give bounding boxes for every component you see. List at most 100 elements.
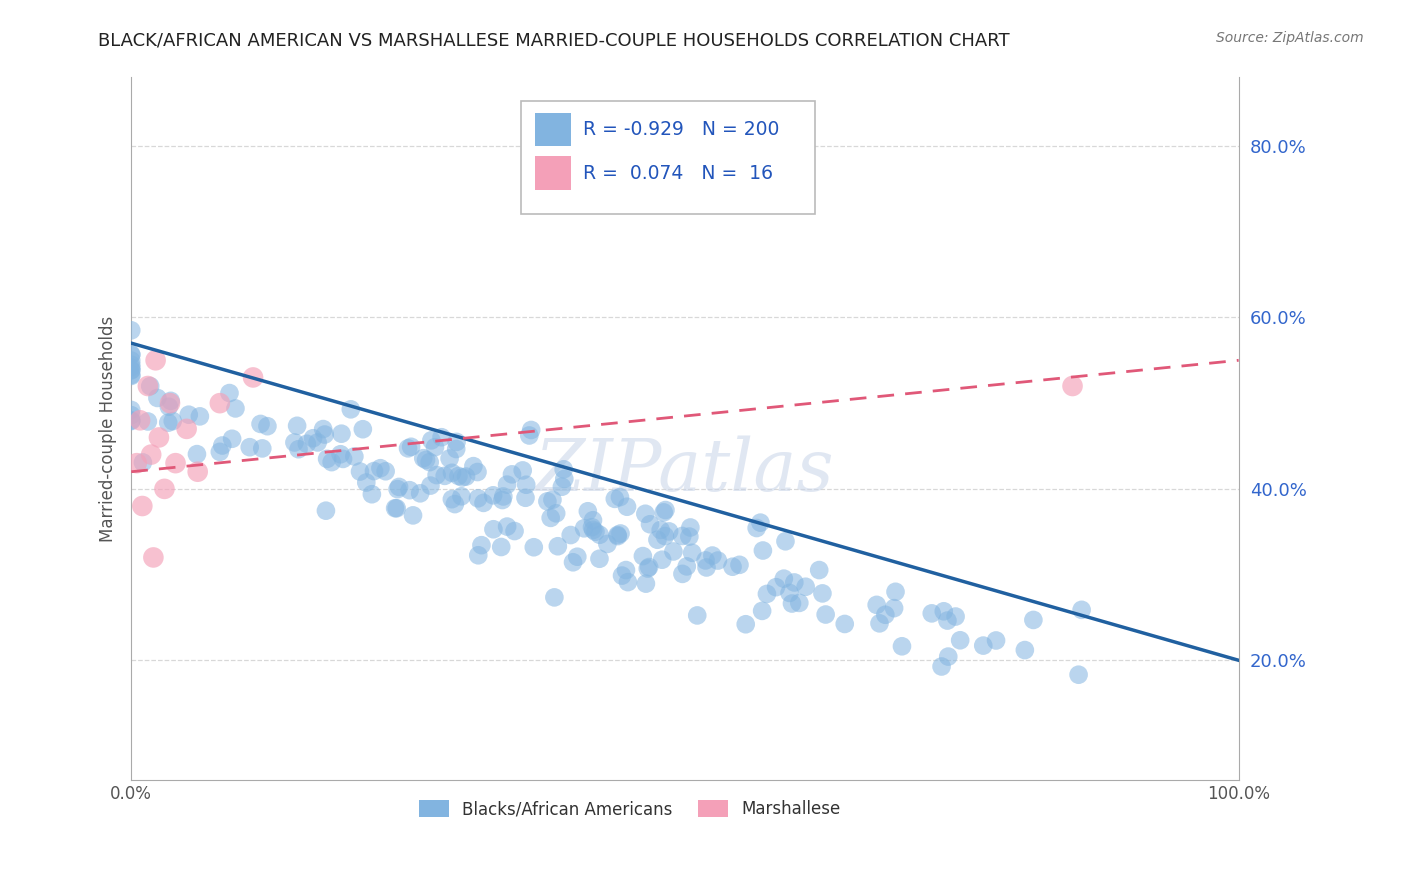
Point bbox=[340, 402, 363, 417]
Point bbox=[444, 442, 467, 456]
Point bbox=[662, 544, 685, 558]
Point bbox=[681, 546, 703, 560]
Point bbox=[120, 347, 142, 361]
Point bbox=[186, 447, 208, 461]
Point bbox=[302, 431, 325, 445]
Point bbox=[157, 400, 180, 414]
Point bbox=[496, 519, 519, 533]
Point bbox=[501, 467, 523, 482]
Point bbox=[588, 551, 610, 566]
Point bbox=[515, 477, 537, 491]
Point bbox=[931, 659, 953, 673]
Point bbox=[256, 419, 278, 434]
Point bbox=[654, 529, 676, 543]
Point bbox=[399, 440, 422, 454]
Point bbox=[734, 617, 756, 632]
Point bbox=[582, 523, 605, 537]
Point bbox=[811, 586, 834, 600]
Point bbox=[775, 534, 797, 549]
Point bbox=[702, 549, 724, 563]
Point bbox=[385, 501, 408, 516]
Point bbox=[617, 575, 640, 590]
Point bbox=[765, 580, 787, 594]
Point bbox=[783, 575, 806, 590]
Point bbox=[949, 633, 972, 648]
Point bbox=[120, 413, 142, 427]
Point bbox=[330, 426, 353, 441]
Point bbox=[142, 550, 165, 565]
Point bbox=[446, 434, 468, 449]
Point bbox=[283, 435, 305, 450]
Point bbox=[451, 470, 474, 484]
Point bbox=[751, 604, 773, 618]
Point bbox=[146, 391, 169, 405]
Point bbox=[208, 396, 231, 410]
Point bbox=[467, 491, 489, 506]
Point bbox=[188, 409, 211, 424]
Point bbox=[162, 414, 184, 428]
Point bbox=[512, 463, 534, 477]
Point bbox=[866, 598, 889, 612]
Point bbox=[239, 440, 262, 454]
Point bbox=[891, 640, 914, 654]
Point bbox=[450, 489, 472, 503]
Point bbox=[332, 451, 354, 466]
Text: ZIPatlas: ZIPatlas bbox=[536, 436, 835, 507]
Point bbox=[1022, 613, 1045, 627]
Point bbox=[165, 456, 187, 470]
Point bbox=[349, 465, 371, 479]
Point bbox=[560, 528, 582, 542]
Point bbox=[603, 491, 626, 506]
Point bbox=[609, 490, 631, 504]
Point bbox=[984, 633, 1007, 648]
Point bbox=[553, 472, 575, 486]
Point bbox=[356, 475, 378, 490]
Point bbox=[187, 465, 209, 479]
Point bbox=[139, 379, 162, 393]
Point bbox=[120, 323, 142, 337]
Point bbox=[419, 478, 441, 492]
Point bbox=[482, 488, 505, 502]
Point bbox=[433, 468, 456, 483]
Point bbox=[177, 408, 200, 422]
Point bbox=[426, 468, 449, 483]
Point bbox=[707, 553, 730, 567]
Point bbox=[650, 523, 672, 537]
Point bbox=[136, 379, 159, 393]
Point bbox=[145, 353, 167, 368]
Point bbox=[440, 466, 463, 480]
Point bbox=[936, 614, 959, 628]
Point bbox=[651, 552, 673, 566]
Point bbox=[614, 563, 637, 577]
FancyBboxPatch shape bbox=[536, 112, 571, 146]
Point bbox=[749, 516, 772, 530]
Point bbox=[402, 508, 425, 523]
Point bbox=[728, 558, 751, 572]
Point bbox=[1067, 667, 1090, 681]
Point bbox=[932, 604, 955, 618]
Point bbox=[352, 422, 374, 436]
Point bbox=[638, 560, 661, 574]
Point bbox=[496, 477, 519, 491]
Point bbox=[503, 524, 526, 538]
Point bbox=[654, 503, 676, 517]
Point bbox=[159, 393, 181, 408]
Point bbox=[120, 408, 142, 422]
Point bbox=[249, 417, 271, 431]
Point bbox=[412, 451, 434, 466]
Point bbox=[1014, 643, 1036, 657]
Point bbox=[576, 504, 599, 518]
Point bbox=[721, 559, 744, 574]
Point bbox=[343, 450, 366, 464]
Point bbox=[316, 451, 339, 466]
Point bbox=[869, 616, 891, 631]
Point bbox=[132, 455, 155, 469]
Point bbox=[536, 494, 558, 508]
Point bbox=[141, 448, 163, 462]
Point bbox=[585, 524, 607, 539]
Point bbox=[470, 538, 492, 552]
Point bbox=[218, 386, 240, 401]
Point bbox=[671, 529, 693, 543]
Point bbox=[467, 465, 489, 479]
Point bbox=[388, 480, 411, 494]
